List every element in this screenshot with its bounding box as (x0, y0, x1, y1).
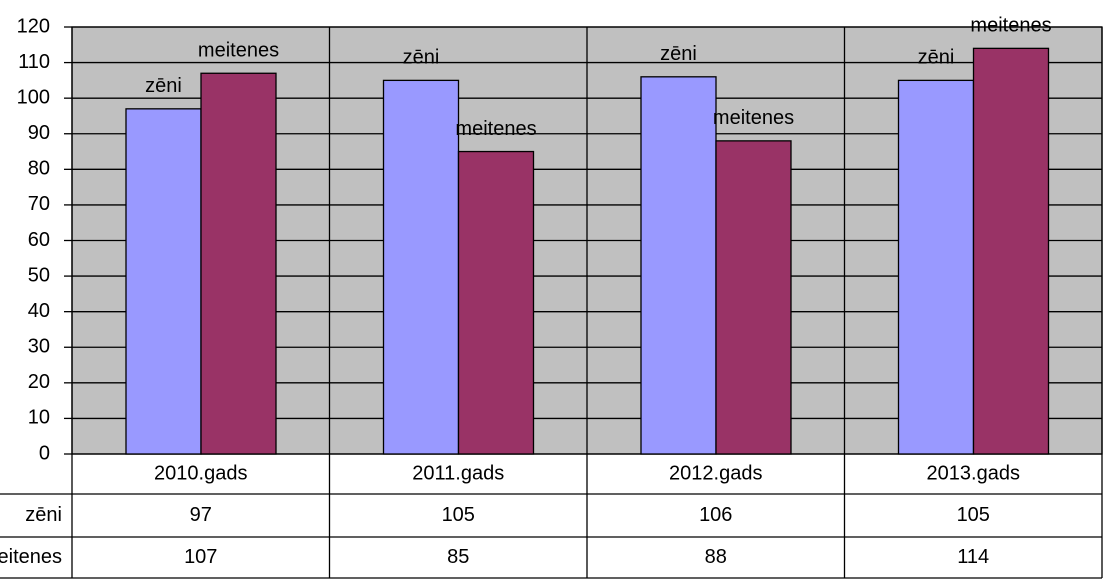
y-tick-label: 40 (28, 300, 50, 322)
y-tick-label: 50 (28, 264, 50, 286)
table-value: 88 (705, 546, 727, 568)
table-category: 2012.gads (669, 462, 762, 484)
y-tick-label: 70 (28, 193, 50, 215)
table-category: 2011.gads (412, 462, 504, 484)
data-label: zēni (918, 47, 955, 69)
data-label: zēni (403, 47, 440, 69)
y-tick-label: 10 (28, 407, 50, 429)
table-row-header: meitenes (0, 546, 62, 568)
table-value: 97 (190, 504, 212, 526)
y-tick-label: 110 (18, 51, 50, 73)
table-category: 2010.gads (154, 462, 247, 484)
bar (640, 76, 717, 455)
table-value: 107 (184, 546, 217, 568)
y-tick-label: 100 (17, 86, 50, 108)
y-tick-label: 20 (28, 371, 50, 393)
bar (382, 79, 460, 455)
data-label: zēni (660, 43, 697, 65)
bar (715, 140, 792, 455)
data-label: meitenes (713, 107, 794, 129)
data-label: zēni (145, 75, 182, 97)
bar (897, 79, 975, 455)
table-value: 85 (447, 546, 469, 568)
table-category: 2013.gads (927, 462, 1020, 484)
table-value: 105 (442, 504, 475, 526)
y-tick-label: 60 (28, 229, 50, 251)
bar (200, 72, 277, 455)
data-label: meitenes (970, 15, 1051, 37)
bar (125, 108, 202, 455)
y-tick-label: 0 (39, 442, 50, 464)
y-tick-label: 90 (28, 122, 50, 144)
table-value: 105 (957, 504, 990, 526)
bar (972, 47, 1050, 455)
y-tick-label: 30 (28, 336, 50, 358)
data-label: meitenes (198, 40, 279, 62)
table-value: 106 (699, 504, 732, 526)
y-tick-label: 80 (28, 158, 50, 180)
table-value: 114 (957, 546, 989, 568)
data-label: meitenes (455, 118, 536, 140)
y-tick-label: 120 (17, 15, 50, 37)
table-row-header: zēni (25, 504, 62, 526)
bar (457, 150, 535, 455)
